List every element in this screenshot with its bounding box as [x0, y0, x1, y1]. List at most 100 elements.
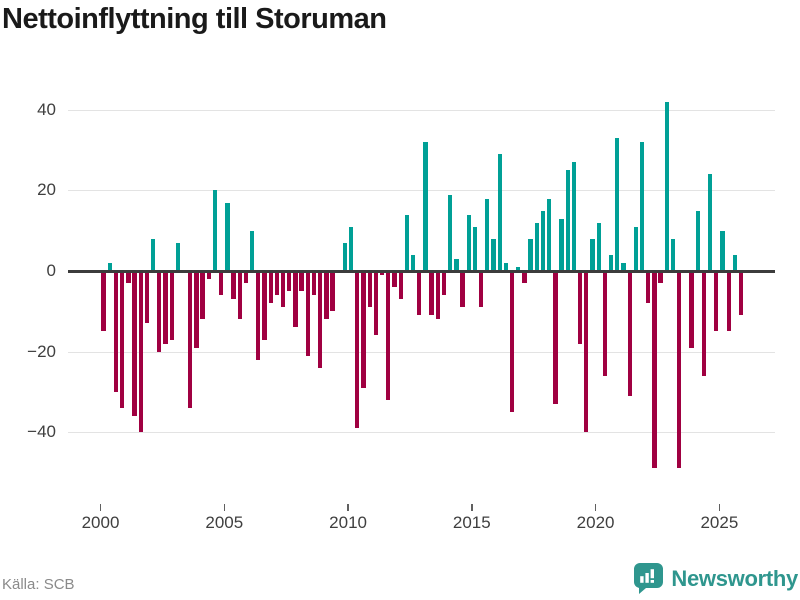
bar	[367, 271, 372, 308]
bar	[398, 271, 403, 300]
bar	[547, 198, 552, 271]
bar	[249, 230, 255, 271]
bar	[126, 271, 131, 284]
bar	[355, 271, 360, 429]
gridline	[68, 432, 775, 434]
bar	[200, 271, 205, 320]
bar	[330, 271, 335, 312]
gridline	[68, 351, 775, 353]
bar	[509, 271, 515, 412]
y-axis-tick-label: 40	[37, 99, 56, 119]
bar	[150, 238, 156, 271]
bar	[175, 242, 181, 271]
bar	[318, 271, 323, 368]
bar	[732, 254, 738, 271]
chart-title: Nettoinflyttning till Storuman	[2, 3, 387, 35]
bar	[280, 271, 286, 308]
bar	[565, 170, 570, 271]
bar	[534, 222, 539, 271]
zero-baseline	[68, 269, 775, 273]
x-axis-tick-label: 2015	[452, 513, 491, 532]
bar	[386, 271, 391, 400]
bar	[448, 194, 453, 271]
bar	[373, 271, 379, 336]
bar	[559, 218, 564, 271]
bar	[429, 271, 434, 316]
y-axis-tick-label: −40	[27, 422, 56, 442]
bar	[188, 271, 193, 408]
bar	[454, 258, 459, 271]
bar	[652, 271, 657, 469]
bar	[596, 222, 601, 271]
bar	[714, 271, 719, 332]
bar	[701, 271, 707, 376]
bar	[361, 271, 366, 388]
y-axis-tick-label: 20	[37, 180, 56, 200]
bar	[219, 271, 224, 296]
bar	[485, 198, 490, 271]
bar	[466, 214, 471, 271]
bar	[590, 238, 595, 271]
bar	[287, 271, 292, 292]
newsworthy-wordmark: Newsworthy	[671, 565, 798, 591]
bar	[417, 271, 422, 316]
bar	[268, 271, 273, 304]
bar	[194, 271, 199, 348]
bar	[677, 271, 682, 469]
x-axis-tick-label: 2005	[205, 513, 244, 532]
bar	[639, 142, 645, 271]
bar	[410, 254, 416, 271]
bar	[503, 262, 509, 271]
bar	[299, 271, 304, 292]
x-axis-tick	[594, 504, 597, 511]
bar	[274, 271, 280, 296]
bar	[528, 238, 533, 271]
newsworthy-logo[interactable]: Newsworthy	[634, 563, 798, 594]
bar	[225, 202, 230, 271]
bar	[441, 271, 447, 296]
x-axis-tick-label: 2010	[329, 513, 367, 532]
bar	[169, 271, 174, 340]
source-credit: Källa: SCB	[2, 576, 75, 593]
x-axis-tick-label: 2025	[700, 513, 739, 532]
bar	[689, 271, 694, 348]
bar	[571, 162, 577, 271]
bar	[497, 154, 502, 271]
bar	[132, 271, 137, 416]
bar	[206, 271, 211, 280]
x-axis-tick	[347, 504, 349, 511]
bar	[256, 271, 261, 360]
bar	[305, 271, 310, 356]
bar	[293, 271, 298, 328]
bar	[107, 262, 112, 271]
bar	[577, 271, 583, 344]
x-axis-tick	[223, 504, 225, 511]
bar	[472, 226, 478, 271]
bar	[262, 271, 267, 340]
bar	[664, 101, 669, 271]
bar	[726, 271, 731, 332]
bar	[379, 271, 385, 275]
bar	[423, 142, 428, 271]
bar	[602, 271, 608, 376]
bar	[231, 271, 236, 300]
bar	[608, 254, 614, 271]
y-axis-tick-label: 0	[46, 261, 56, 280]
bar	[478, 271, 484, 308]
x-axis-tick-label: 2000	[81, 513, 120, 532]
bar	[120, 271, 125, 408]
bar	[738, 271, 744, 316]
bar	[516, 267, 521, 271]
bar	[144, 271, 150, 324]
bar	[138, 271, 143, 433]
bar	[404, 214, 410, 271]
gridline	[68, 109, 775, 111]
bar	[633, 226, 638, 271]
bar	[615, 138, 620, 271]
bar	[621, 262, 626, 271]
x-axis-tick	[99, 504, 102, 511]
bar	[646, 271, 651, 304]
bar	[658, 271, 663, 284]
bar	[491, 238, 496, 271]
